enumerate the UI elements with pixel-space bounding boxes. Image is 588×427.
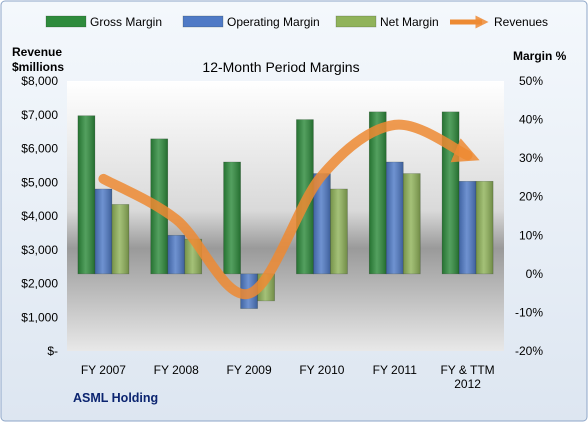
bars <box>77 111 494 309</box>
x-tick-label: 2012 <box>454 377 481 391</box>
chart-title: 12-Month Period Margins <box>202 59 359 75</box>
revenue-line <box>98 119 480 300</box>
left-tick-label: $7,000 <box>21 108 58 122</box>
legend-swatch-net-margin <box>335 15 377 28</box>
left-tick-label: $5,000 <box>21 175 58 189</box>
x-tick-label: FY 2007 <box>81 363 126 377</box>
legend-label-revenues: Revenues <box>494 15 548 29</box>
right-tick-label: -20% <box>515 344 543 358</box>
right-axis-label: Margin % <box>513 49 567 63</box>
left-tick-label: $4,000 <box>21 209 58 223</box>
right-tick-label: 50% <box>519 74 543 88</box>
bar-gross-margin-shade <box>223 162 241 274</box>
x-tick-label: FY 2008 <box>154 363 199 377</box>
right-tick-label: 0% <box>526 267 544 281</box>
bar-operating-margin-shade <box>459 181 477 274</box>
bar-operating-margin-shade <box>386 162 404 274</box>
right-tick-label: 20% <box>519 190 543 204</box>
x-axis-labels: FY 2007 FY 2008 FY 2009 FY 2010 FY 2011 FY & … <box>81 363 495 391</box>
right-tick-label: -10% <box>515 305 543 319</box>
bar-operating-margin-shade <box>313 173 331 274</box>
legend-swatch-operating-margin <box>182 15 224 28</box>
left-tick-label: $1,000 <box>21 310 58 324</box>
x-tick-label: FY 2010 <box>299 363 344 377</box>
legend: Gross Margin Operating Margin Net Margin Re… <box>45 15 548 29</box>
left-tick-label: $2,000 <box>21 277 58 291</box>
left-tick-label: $3,000 <box>21 243 58 257</box>
right-axis-ticks: -20% -10% 0% 10% 20% 30% 40% 50% <box>515 74 543 358</box>
left-tick-label: $6,000 <box>21 142 58 156</box>
revenue-line-path <box>98 119 480 300</box>
x-tick-label: FY & TTM <box>440 363 494 377</box>
right-tick-label: 40% <box>519 113 543 127</box>
x-tick-label: FY 2011 <box>373 363 418 377</box>
left-axis-ticks: $- $1,000 $2,000 $3,000 $4,000 $5,000 $6,000 $7… <box>21 74 58 358</box>
bar-net-margin-shade <box>476 181 494 274</box>
bar-net-margin-shade <box>403 173 421 274</box>
legend-label-net-margin: Net Margin <box>380 15 439 29</box>
right-tick-label: 30% <box>519 151 543 165</box>
x-tick-label: FY 2009 <box>227 363 272 377</box>
bar-net-margin-shade <box>111 204 129 274</box>
left-axis-label-line2: $millions <box>12 60 64 74</box>
left-tick-label: $8,000 <box>21 74 58 88</box>
legend-label-gross-margin: Gross Margin <box>90 15 162 29</box>
right-tick-label: 10% <box>519 228 543 242</box>
bar-operating-margin-shade <box>94 189 112 274</box>
left-axis-label-line1: Revenue <box>12 45 62 59</box>
bar-operating-margin-shade <box>167 235 185 274</box>
bar-gross-margin-shade <box>77 115 95 274</box>
legend-label-operating-margin: Operating Margin <box>227 15 320 29</box>
left-tick-label: $- <box>47 344 58 358</box>
company-label: ASML Holding <box>73 391 158 405</box>
legend-swatch-gross-margin <box>45 15 87 28</box>
bar-gross-margin-shade <box>442 111 460 274</box>
bar-net-margin-shade <box>330 189 348 274</box>
plot-area <box>67 81 504 351</box>
bar-gross-margin-shade <box>369 111 387 274</box>
